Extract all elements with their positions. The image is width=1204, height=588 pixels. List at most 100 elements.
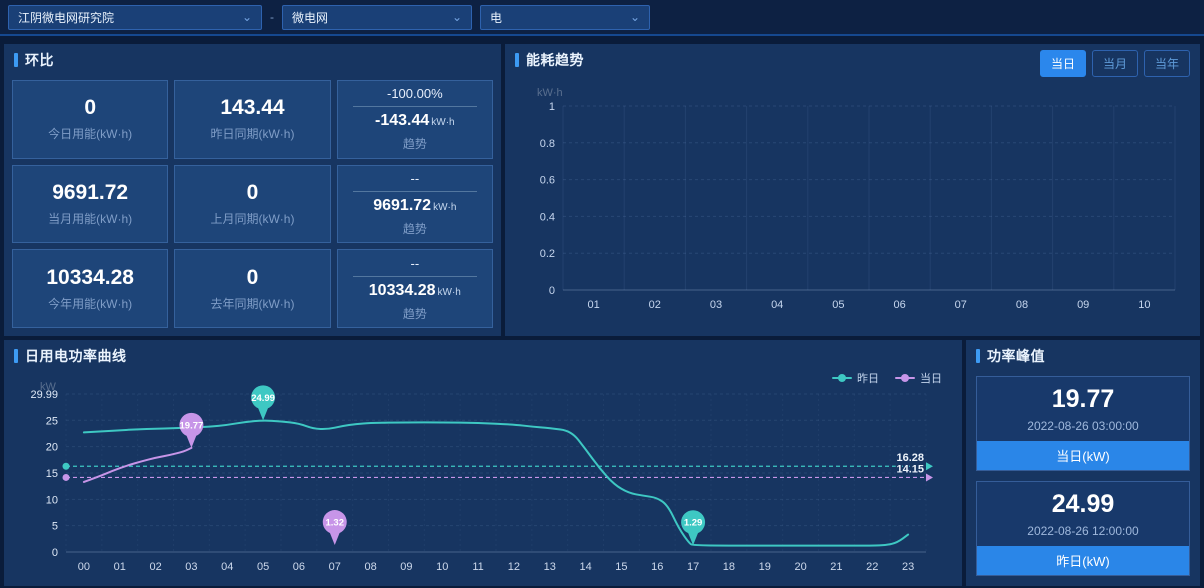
svg-text:0.4: 0.4 (540, 211, 555, 223)
panel-header: 功率峰值 (966, 340, 1200, 372)
stat-card-month-trend: -- 9691.72 kW·h 趋势 (336, 164, 493, 244)
svg-text:21: 21 (830, 561, 842, 573)
svg-text:20: 20 (794, 561, 806, 573)
title-accent-bar (515, 53, 519, 67)
svg-text:23: 23 (902, 561, 914, 573)
svg-text:kW·h: kW·h (537, 87, 563, 99)
peak-value: 24.99 (1051, 490, 1115, 518)
svg-text:24.99: 24.99 (251, 393, 275, 404)
energy-type-select-value: 电 (490, 10, 503, 25)
svg-text:09: 09 (1077, 299, 1089, 311)
panel-header: 能耗趋势 (505, 44, 1200, 76)
svg-text:13: 13 (544, 561, 556, 573)
svg-text:10: 10 (46, 494, 58, 506)
ring-comparison-panel: 环比 0 今日用能(kW·h) 143.44 昨日同期(kW·h) -100.0… (4, 44, 501, 336)
stat-card-lastmonth-energy: 0 上月同期(kW·h) (174, 164, 331, 244)
stat-card-month-energy: 9691.72 当月用能(kW·h) (12, 164, 169, 244)
yesterday-min-marker: 1.29 (681, 510, 706, 546)
svg-text:1: 1 (549, 101, 555, 113)
svg-text:10: 10 (1138, 299, 1150, 311)
title-accent-bar (14, 53, 18, 67)
select-separator: - (270, 10, 274, 24)
energy-trend-panel: 能耗趋势 当日 当月 当年 0 0.2 0.4 0.6 0.8 1 01 02 03 04 05 06… (505, 44, 1200, 336)
panel-title: 环比 (25, 52, 54, 68)
peak-button-yesterday[interactable]: 昨日(kW) (977, 546, 1189, 575)
panel-title: 功率峰值 (987, 348, 1045, 364)
svg-text:04: 04 (221, 561, 233, 573)
legend-item-today[interactable]: 当日 (895, 370, 942, 386)
chevron-down-icon: ⌄ (241, 10, 252, 24)
yesterday-max-marker: 24.99 (251, 385, 276, 421)
svg-text:14: 14 (579, 561, 591, 573)
stat-card-day-trend: -100.00% -143.44 kW·h 趋势 (336, 80, 493, 159)
svg-text:14.15: 14.15 (896, 463, 924, 475)
svg-text:19.77: 19.77 (180, 420, 204, 431)
svg-text:11: 11 (472, 561, 483, 573)
svg-text:01: 01 (587, 299, 599, 311)
stat-card-yesterday-energy: 143.44 昨日同期(kW·h) (174, 80, 331, 159)
svg-text:5: 5 (52, 521, 58, 533)
svg-text:08: 08 (1016, 299, 1028, 311)
svg-text:20: 20 (46, 442, 58, 454)
svg-text:0: 0 (52, 547, 58, 559)
chevron-down-icon: ⌄ (629, 10, 640, 24)
svg-text:0.2: 0.2 (540, 248, 555, 260)
svg-text:05: 05 (257, 561, 269, 573)
power-peak-panel: 功率峰值 19.77 2022-08-26 03:00:00 当日(kW) 24… (966, 340, 1200, 586)
svg-text:00: 00 (78, 561, 90, 573)
chevron-down-icon: ⌄ (451, 10, 462, 24)
grid-select[interactable]: 微电网 ⌄ (282, 4, 472, 30)
svg-text:16: 16 (651, 561, 663, 573)
svg-text:15: 15 (615, 561, 627, 573)
peak-button-today[interactable]: 当日(kW) (977, 441, 1189, 470)
svg-text:0.8: 0.8 (540, 138, 555, 150)
stat-card-year-energy: 10334.28 今年用能(kW·h) (12, 249, 169, 328)
peak-card-yesterday: 24.99 2022-08-26 12:00:00 昨日(kW) (976, 481, 1190, 576)
svg-text:09: 09 (400, 561, 412, 573)
peak-time: 2022-08-26 12:00:00 (1027, 524, 1139, 538)
today-series-line (82, 446, 193, 483)
chart-legend: 昨日 当日 (832, 370, 942, 386)
period-button-year[interactable]: 当年 (1143, 50, 1190, 77)
stat-card-year-trend: -- 10334.28 kW·h 趋势 (336, 249, 493, 328)
svg-text:06: 06 (893, 299, 905, 311)
svg-text:25: 25 (46, 415, 58, 427)
topbar: 江阴微电网研究院 ⌄ - 微电网 ⌄ 电 ⌄ (0, 0, 1204, 36)
svg-text:03: 03 (185, 561, 197, 573)
period-button-month[interactable]: 当月 (1091, 50, 1138, 77)
svg-text:03: 03 (710, 299, 722, 311)
peak-time: 2022-08-26 03:00:00 (1027, 419, 1139, 433)
divider (353, 190, 477, 192)
title-accent-bar (14, 349, 18, 363)
panel-header: 环比 (4, 44, 501, 76)
peak-value: 19.77 (1051, 385, 1115, 413)
svg-text:01: 01 (114, 561, 126, 573)
panel-title: 日用电功率曲线 (25, 348, 127, 364)
divider (353, 106, 477, 108)
period-button-day[interactable]: 当日 (1039, 50, 1086, 77)
station-select[interactable]: 江阴微电网研究院 ⌄ (8, 4, 262, 30)
title-accent-bar (976, 349, 980, 363)
legend-marker-yesterday (832, 377, 852, 379)
svg-text:1.29: 1.29 (684, 518, 703, 529)
peak-card-today: 19.77 2022-08-26 03:00:00 当日(kW) (976, 376, 1190, 471)
legend-item-yesterday[interactable]: 昨日 (832, 370, 879, 386)
svg-text:22: 22 (866, 561, 878, 573)
svg-text:15: 15 (46, 468, 58, 480)
energy-type-select[interactable]: 电 ⌄ (480, 4, 650, 30)
legend-marker-today (895, 377, 915, 379)
svg-text:02: 02 (149, 561, 161, 573)
svg-text:05: 05 (832, 299, 844, 311)
period-button-group: 当日 当月 当年 (1039, 50, 1190, 77)
panel-title: 能耗趋势 (526, 52, 584, 68)
peak-card-list: 19.77 2022-08-26 03:00:00 当日(kW) 24.99 2… (976, 376, 1190, 576)
svg-text:12: 12 (508, 561, 520, 573)
svg-text:18: 18 (723, 561, 735, 573)
svg-text:1.32: 1.32 (326, 518, 345, 529)
today-min-marker: 1.32 (322, 510, 347, 546)
grid-select-value: 微电网 (292, 10, 329, 25)
divider (353, 275, 477, 277)
svg-text:0.6: 0.6 (540, 175, 555, 187)
svg-text:17: 17 (687, 561, 699, 573)
svg-text:10: 10 (436, 561, 448, 573)
